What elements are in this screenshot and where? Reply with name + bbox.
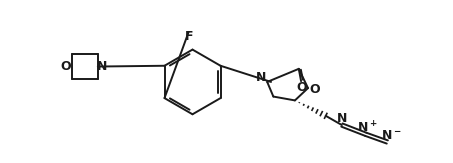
Text: N: N [337, 112, 347, 125]
Text: F: F [184, 30, 193, 43]
Text: $\mathregular{N^+}$: $\mathregular{N^+}$ [357, 120, 378, 136]
Text: $\mathregular{N^-}$: $\mathregular{N^-}$ [381, 129, 401, 142]
Text: O: O [297, 81, 307, 94]
Text: N: N [256, 71, 266, 84]
Text: N: N [97, 60, 108, 73]
Text: O: O [60, 60, 71, 73]
Text: O: O [309, 83, 320, 96]
